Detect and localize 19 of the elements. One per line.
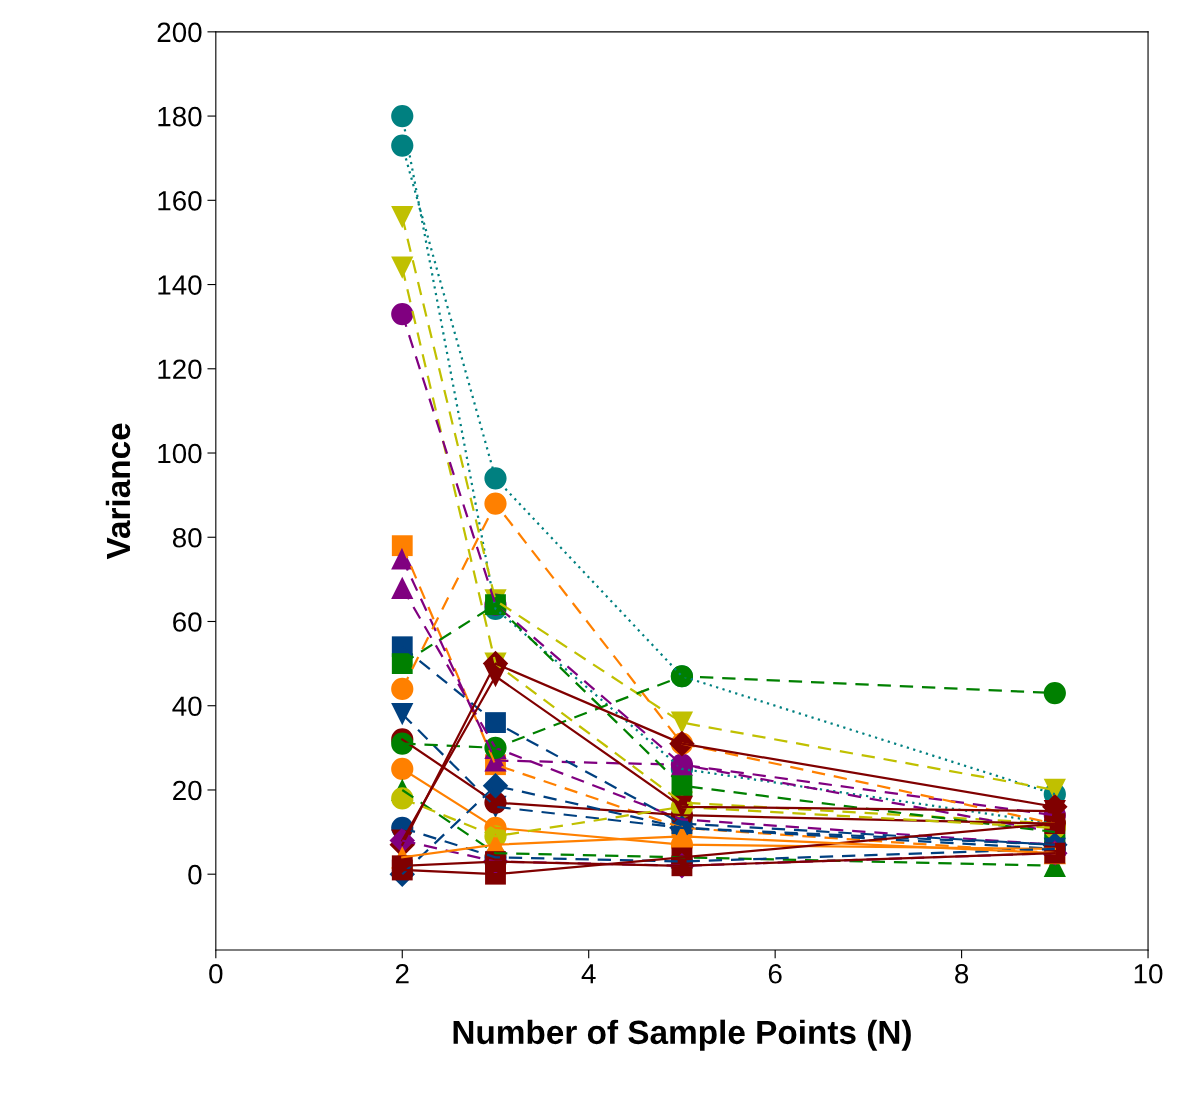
y-tick-label: 80	[172, 527, 202, 548]
x-axis-title: Number of Sample Points (N)	[453, 1019, 911, 1051]
x-tick-label: 4	[581, 964, 596, 984]
y-tick-label: 120	[158, 359, 202, 380]
y-tick-label: 60	[173, 612, 202, 632]
y-tick-label: 100	[158, 443, 202, 464]
y-tick-label: 20	[173, 780, 202, 801]
y-tick-label: 200	[157, 22, 202, 43]
x-tick-label: 10	[1134, 963, 1163, 984]
y-tick-label: 160	[158, 190, 202, 211]
x-tick-label: 6	[768, 963, 782, 984]
x-tick-label: 2	[395, 963, 409, 984]
y-tick-label: 140	[158, 275, 202, 295]
y-tick-label: 180	[158, 106, 202, 127]
x-tick-label: 0	[209, 963, 223, 984]
y-tick-label: 40	[172, 696, 202, 717]
y-tick-label: 0	[188, 864, 202, 885]
x-tick-label: 8	[955, 963, 969, 984]
y-axis-title: Variance	[105, 423, 131, 560]
